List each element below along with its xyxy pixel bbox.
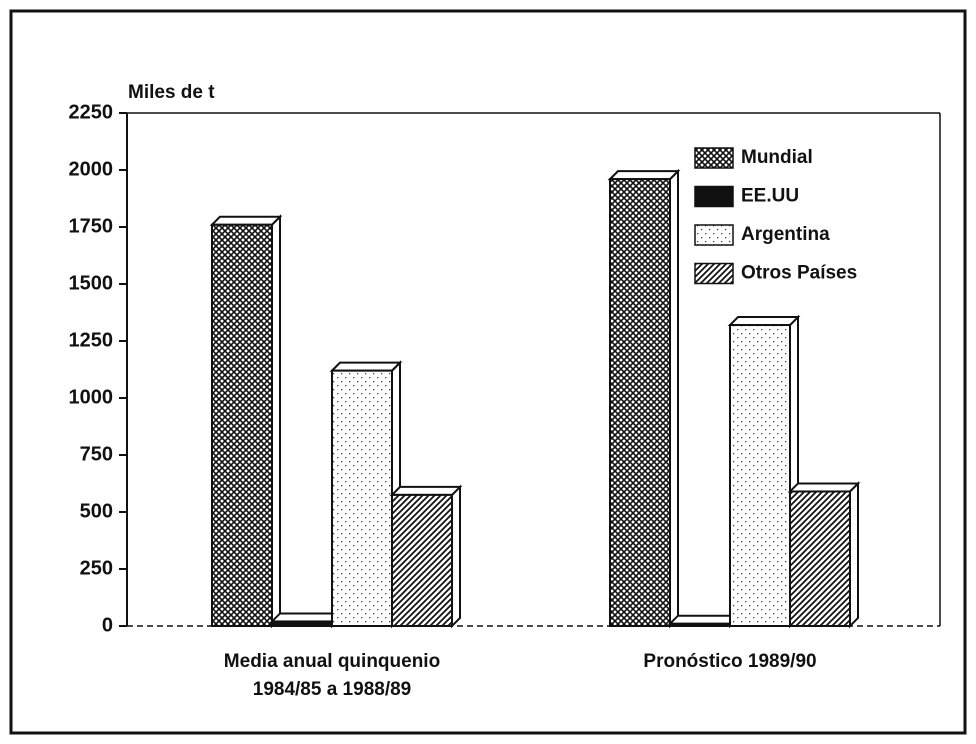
bar-top [787,482,861,493]
legend-swatch [694,185,734,208]
bar [269,611,343,629]
bar-top [727,316,801,327]
bar-face [391,493,453,627]
y-tick-label: 250 [80,557,113,579]
legend-swatch [694,147,734,169]
bar [389,484,463,629]
x-tick-label: Media anual quinquenio 1984/85 a 1988/89 [224,651,440,700]
legend-label: EE.UU [741,186,799,207]
bar-face [729,324,791,627]
bar-face [609,178,671,627]
frame [9,9,967,735]
bar-top [607,170,681,181]
bar-top [329,361,403,372]
bar-side [271,214,281,629]
y-tick-label: 1500 [69,272,114,294]
y-tick-label: 1750 [69,215,114,237]
y-tick-label: 1000 [69,386,114,408]
bar-face [331,369,393,628]
legend-label: Argentina [741,224,830,245]
y-tick-label: 2250 [69,101,114,123]
bar [667,613,741,629]
bar [727,314,801,629]
bar-face [271,620,333,628]
bar-side [849,481,859,629]
bar [329,360,403,629]
legend-swatch [694,224,734,246]
bar-side [451,484,461,629]
legend-swatch [694,262,734,285]
y-axis-label: Miles de t [128,82,215,103]
y-tick-label: 2000 [69,158,114,180]
bar-side [669,168,679,629]
bar-face [669,622,731,627]
legend-label: Otros Países [741,263,857,284]
y-tick-label: 750 [80,443,113,465]
bar-face [211,223,273,627]
bar-top [667,614,741,625]
y-tick-label: 1250 [69,329,114,351]
bar [607,168,681,629]
bar-top [269,612,343,623]
bar-top [389,485,463,496]
bar-face [789,490,851,628]
bar-top [209,215,283,226]
y-tick-label: 500 [80,500,113,522]
y-tick-label: 0 [102,614,113,636]
bar [209,214,283,629]
legend-label: Mundial [741,147,813,168]
bar [787,481,861,629]
x-tick-label: Pronóstico 1989/90 [643,651,816,672]
